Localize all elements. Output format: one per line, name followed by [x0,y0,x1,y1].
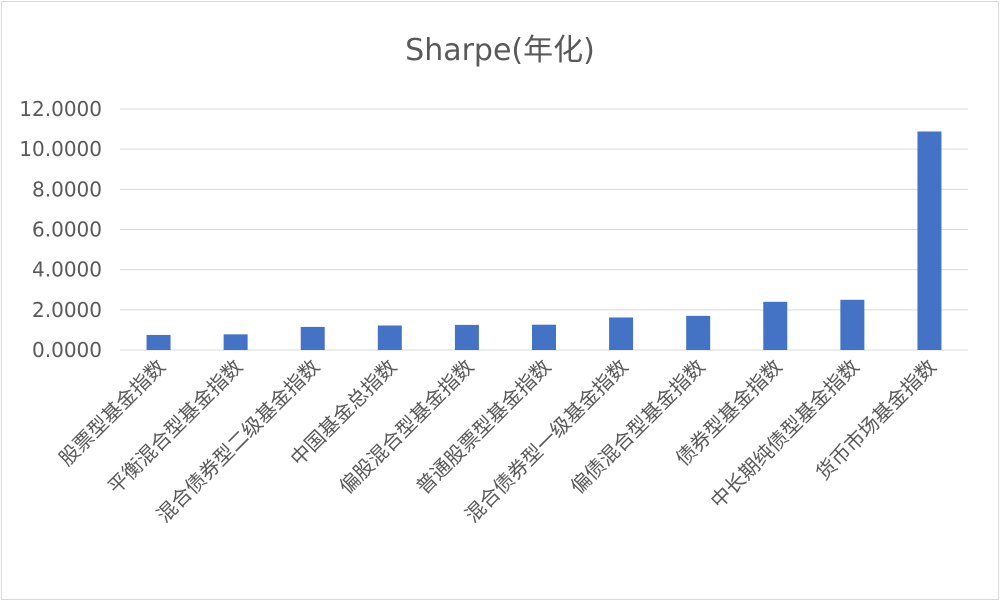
bar [609,317,634,350]
y-tick-label: 8.0000 [32,177,102,201]
bar [454,324,479,350]
y-axis-ticks: 0.0000 2.0000 4.0000 6.0000 8.0000 10.0000 12.… [19,97,102,362]
bar [223,334,248,350]
x-axis-ticks: 股票型基金指数平衡混合型基金指数混合债券型二级基金指数中国基金总指数偏股混合型基… [54,355,941,528]
y-tick-label: 12.0000 [19,97,102,121]
y-tick-label: 0.0000 [32,338,102,362]
bar [300,326,325,350]
bar [763,301,788,350]
bars [146,131,942,350]
x-tick-label: 中长期纯债型基金指数 [706,355,864,513]
y-tick-label: 10.0000 [19,137,102,161]
x-tick-label: 平衡混合型基金指数 [103,355,247,499]
y-tick-label: 4.0000 [32,258,102,282]
gridlines [120,108,968,351]
x-tick-label: 普通股票型基金指数 [411,355,555,499]
bar [840,299,865,350]
y-tick-label: 6.0000 [32,218,102,242]
bar [917,131,942,350]
x-tick-label: 偏债混合型基金指数 [565,355,709,499]
bar [686,315,711,350]
chart-title: Sharpe(年化) [405,33,595,68]
x-tick-label: 偏股混合型基金指数 [334,355,478,499]
bar [532,324,556,350]
bar [146,334,171,350]
bar [377,325,402,350]
y-tick-label: 2.0000 [32,298,102,322]
